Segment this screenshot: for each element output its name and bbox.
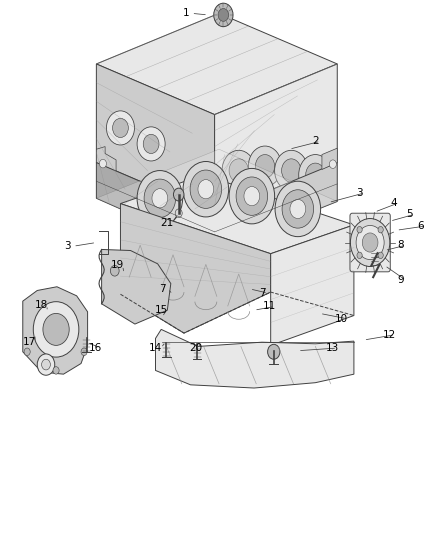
Polygon shape: [96, 163, 215, 251]
Circle shape: [190, 170, 222, 208]
Circle shape: [356, 225, 384, 260]
Circle shape: [33, 302, 79, 357]
Circle shape: [268, 344, 280, 359]
Circle shape: [275, 181, 321, 237]
Circle shape: [144, 179, 176, 217]
Circle shape: [198, 180, 214, 199]
Circle shape: [113, 118, 128, 138]
Circle shape: [143, 134, 159, 154]
Circle shape: [175, 209, 182, 217]
Circle shape: [299, 155, 332, 195]
Polygon shape: [96, 147, 116, 172]
Circle shape: [378, 252, 383, 259]
Circle shape: [255, 155, 275, 178]
Circle shape: [275, 150, 308, 191]
Circle shape: [282, 190, 314, 228]
Text: 9: 9: [397, 276, 404, 285]
Polygon shape: [96, 13, 337, 115]
Polygon shape: [120, 204, 271, 333]
FancyBboxPatch shape: [350, 213, 390, 272]
Circle shape: [106, 111, 134, 145]
Text: 8: 8: [397, 240, 404, 250]
Polygon shape: [96, 64, 215, 213]
Text: 14: 14: [149, 343, 162, 353]
Text: 11: 11: [263, 302, 276, 311]
Circle shape: [43, 313, 69, 345]
Circle shape: [378, 227, 383, 233]
Polygon shape: [271, 225, 354, 345]
Circle shape: [282, 159, 301, 182]
Circle shape: [152, 189, 168, 208]
Circle shape: [81, 348, 87, 356]
Text: 2: 2: [312, 136, 319, 146]
Circle shape: [306, 163, 325, 187]
Circle shape: [244, 187, 260, 206]
Text: 18: 18: [35, 300, 48, 310]
Circle shape: [99, 159, 106, 168]
Circle shape: [236, 177, 268, 215]
Text: 16: 16: [89, 343, 102, 353]
Circle shape: [357, 227, 362, 233]
Polygon shape: [215, 163, 337, 251]
Circle shape: [183, 161, 229, 217]
Text: 3: 3: [64, 241, 71, 251]
Text: 21: 21: [161, 218, 174, 228]
Circle shape: [218, 9, 229, 21]
Polygon shape: [322, 148, 337, 169]
Circle shape: [214, 3, 233, 27]
Polygon shape: [215, 64, 337, 213]
Circle shape: [290, 199, 306, 219]
Text: 17: 17: [23, 337, 36, 347]
Polygon shape: [23, 287, 88, 374]
Circle shape: [53, 367, 59, 374]
Circle shape: [362, 233, 378, 252]
Circle shape: [24, 348, 30, 356]
Text: 7: 7: [259, 288, 266, 298]
Text: 4: 4: [391, 198, 398, 207]
Text: 3: 3: [356, 188, 363, 198]
Circle shape: [248, 146, 282, 187]
Circle shape: [137, 127, 165, 161]
Circle shape: [42, 359, 50, 370]
Text: 13: 13: [325, 343, 339, 353]
Circle shape: [173, 188, 184, 201]
Text: 1: 1: [183, 9, 190, 18]
Circle shape: [350, 219, 390, 266]
Text: 5: 5: [406, 209, 413, 219]
Circle shape: [110, 265, 119, 276]
Text: 20: 20: [190, 343, 203, 353]
Text: 7: 7: [159, 284, 166, 294]
Polygon shape: [155, 329, 354, 388]
Text: 10: 10: [335, 314, 348, 324]
Circle shape: [357, 252, 362, 259]
Polygon shape: [96, 149, 337, 251]
Text: 15: 15: [155, 305, 168, 315]
Circle shape: [37, 354, 55, 375]
Circle shape: [211, 209, 218, 217]
Circle shape: [329, 160, 336, 168]
Circle shape: [229, 159, 248, 182]
Circle shape: [222, 150, 255, 191]
Text: 19: 19: [111, 261, 124, 270]
Polygon shape: [102, 249, 171, 324]
Circle shape: [137, 171, 183, 226]
Text: 6: 6: [417, 221, 424, 231]
Circle shape: [229, 168, 275, 224]
Polygon shape: [120, 175, 354, 254]
Text: 12: 12: [383, 330, 396, 340]
